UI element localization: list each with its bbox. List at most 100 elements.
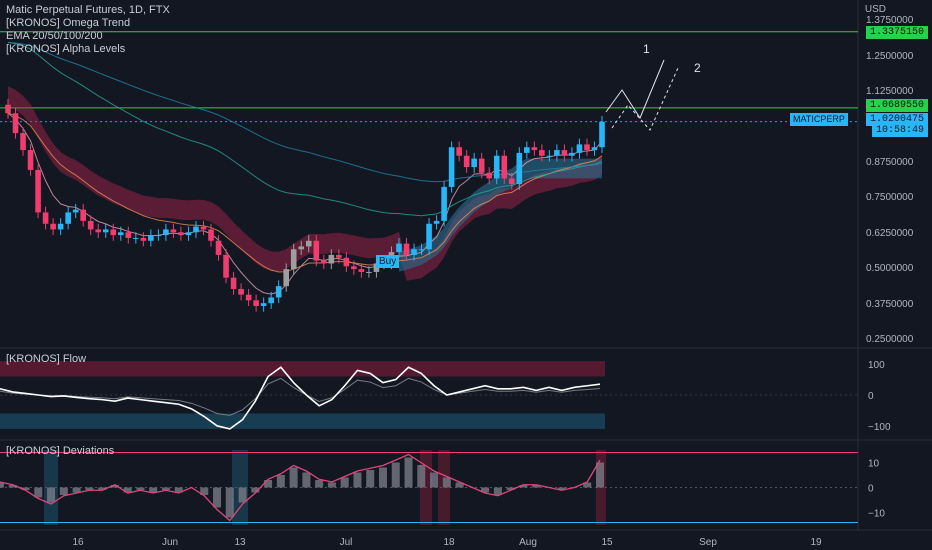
candle-body [358,269,365,272]
deviation-bar [174,487,183,493]
candle-body [5,104,11,114]
price-axis-tick: 0.3750000 [866,298,914,310]
candle-body [230,277,237,289]
candle-body [185,232,192,236]
candle-body [471,158,477,168]
candle-body [336,254,342,258]
ema-line [7,41,603,183]
candle-body [576,144,583,153]
candle-body [298,246,305,250]
candle-body [133,237,139,239]
flow-signal-line [0,377,601,416]
candle-body [57,223,64,230]
price-axis-tick: 0.2500000 [866,334,914,345]
deviations-pane-title[interactable]: [KRONOS] Deviations [6,445,115,457]
candle-body [591,147,598,151]
candle-body [531,147,538,151]
deviation-bar [442,477,451,488]
wave-label-1: 1 [643,42,650,56]
deviation-bar [353,472,362,488]
deviation-bar [493,487,502,495]
symbol-tag: MATICPERP [790,113,848,126]
candle-body [110,229,117,236]
candle-body [95,229,102,233]
deviation-bar [302,472,311,488]
deviation-bar [123,487,132,493]
candle-body [320,260,327,264]
candle-body [260,303,267,306]
price-axis-tick: 0.5000000 [866,263,914,275]
time-axis-tick: Jul [340,537,353,548]
time-axis-tick: 16 [72,537,84,548]
time-axis-tick: 13 [234,537,246,548]
candle-body [305,240,312,247]
candle-body [463,155,470,168]
candle-body [561,150,568,156]
candle-body [418,249,425,251]
price-axis-tick: 0.6250000 [866,227,914,239]
price-axis-tick: 0.8750000 [866,156,914,168]
deviation-bar [404,457,413,488]
deviation-bar [34,487,43,498]
deviation-bar [583,482,592,488]
time-axis-tick: Jun [162,537,178,548]
deviation-bar [315,480,324,488]
currency-label: USD [864,4,886,15]
candle-body [12,113,19,134]
time-axis-tick: 18 [443,537,455,548]
candle-body [72,209,79,213]
candle-body [584,144,590,151]
candle-body [125,232,132,238]
candle-body [170,229,177,233]
deviation-bar [596,462,604,488]
ema-line [7,41,603,217]
deviation-bar [213,487,222,508]
candle-body [403,243,410,255]
flow-axis-tick: −100 [868,422,891,433]
candle-body [448,147,455,187]
candle-body [478,158,485,173]
omega-trend-bull-ribbon [398,158,602,272]
deviation-bar [238,487,247,503]
candle-body [508,178,515,185]
deviation-bar [506,487,515,490]
candle-body [539,150,545,156]
indicator-alpha-levels[interactable]: [KRONOS] Alpha Levels [6,43,126,55]
deviation-bar [327,482,336,488]
deviation-bar [85,487,94,490]
candle-body [396,243,402,253]
flow-oversold-zone [0,413,605,429]
deviation-axis-tick: −10 [868,509,885,520]
candle-body [80,209,86,221]
price-axis-tick: 1.2500000 [866,50,914,62]
candle-body [253,300,259,306]
time-axis-tick: 19 [810,537,822,548]
candle-body [569,152,575,156]
buy-signal-label: Buy [376,255,400,268]
price-axis-tick: 1.3750000 [866,15,914,27]
candle-body [50,223,56,230]
candle-body [599,121,605,148]
candle-body [516,152,523,185]
indicator-omega-trend[interactable]: [KRONOS] Omega Trend [6,17,131,29]
projection-path-alt [611,67,679,131]
wave-label-2: 2 [694,61,701,75]
deviation-bar [200,487,209,495]
flow-overbought-zone [0,361,605,377]
candle-body [163,229,169,236]
time-axis-tick: Aug [519,537,537,548]
candle-body [351,266,357,270]
time-axis-tick: Sep [699,537,717,548]
candle-body [441,186,447,221]
chart-title: Matic Perpetual Futures, 1D, FTX [6,4,170,16]
flow-pane-title[interactable]: [KRONOS] Flow [6,353,87,365]
indicator-ema[interactable]: EMA 20/50/100/200 [6,30,103,42]
deviation-bar [59,487,68,495]
deviation-bar [276,475,285,488]
candle-body [245,294,252,301]
deviation-bar [8,485,17,488]
candle-body [501,155,508,179]
candle-body [42,212,49,224]
candle-body [148,235,154,241]
